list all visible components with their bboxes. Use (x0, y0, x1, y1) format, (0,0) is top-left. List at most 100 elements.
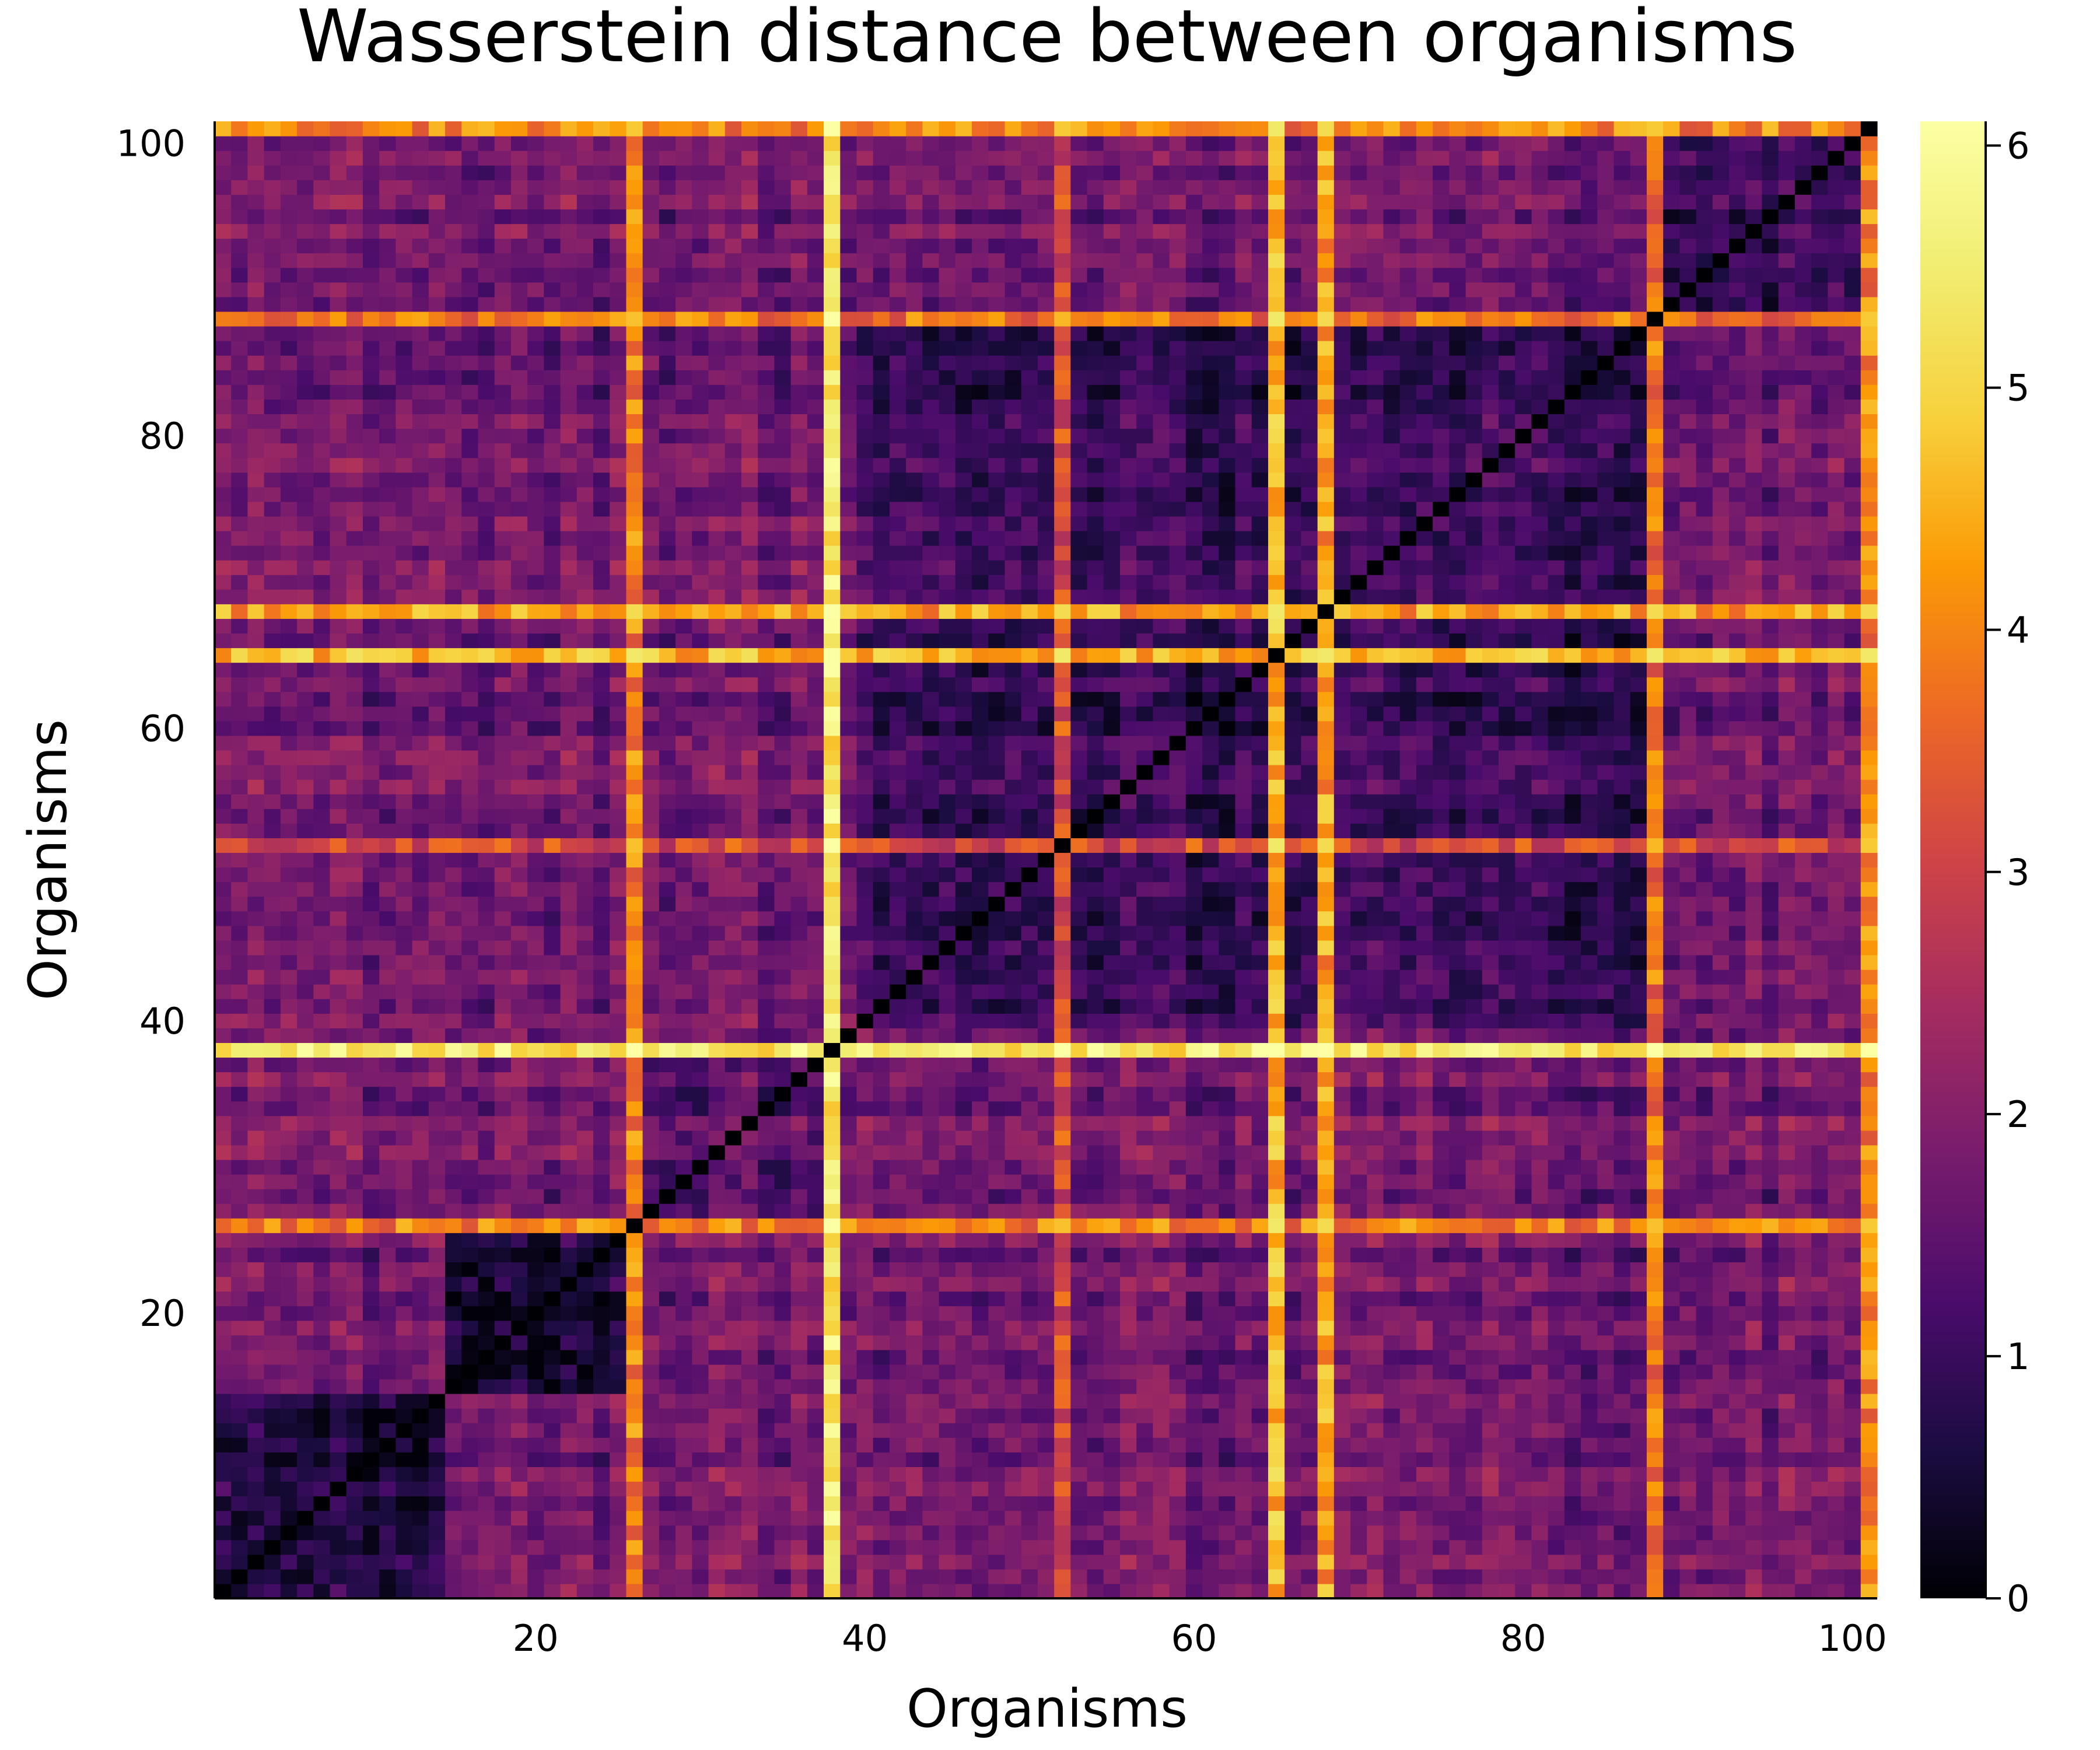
heatmap-cell (1284, 1378, 1301, 1394)
heatmap-cell (1037, 881, 1055, 897)
heatmap-cell (659, 867, 676, 883)
heatmap-cell (1646, 999, 1664, 1014)
heatmap-cell (544, 1189, 561, 1204)
heatmap-cell (1054, 925, 1071, 941)
heatmap-cell (1334, 1203, 1351, 1219)
heatmap-cell (1844, 1130, 1861, 1146)
heatmap-cell (1219, 1057, 1236, 1073)
heatmap-cell (972, 1262, 989, 1278)
heatmap-cell (824, 1496, 841, 1511)
heatmap-cell (1679, 1057, 1697, 1073)
heatmap-cell (1778, 999, 1796, 1014)
heatmap-cell (642, 1291, 660, 1307)
heatmap-cell (1498, 1496, 1516, 1511)
heatmap-cell (1054, 881, 1071, 897)
heatmap-cell (1433, 1394, 1450, 1409)
heatmap-cell (1614, 1394, 1631, 1409)
heatmap-cell (708, 1276, 726, 1292)
heatmap-cell (1531, 970, 1549, 985)
heatmap-cell (560, 1189, 578, 1204)
heatmap-cell (1070, 954, 1088, 970)
heatmap-cell (1169, 896, 1186, 912)
heatmap-cell (692, 1349, 709, 1365)
heatmap-cell (1169, 1408, 1186, 1423)
heatmap-cell (1119, 1203, 1137, 1219)
heatmap-cell (610, 1452, 627, 1467)
heatmap-cell (1021, 954, 1038, 970)
heatmap-cell (1087, 896, 1104, 912)
heatmap-cell (1284, 1525, 1301, 1541)
heatmap-cell (1251, 1335, 1269, 1350)
heatmap-cell (906, 1203, 923, 1219)
heatmap-cell (906, 1291, 923, 1307)
heatmap-cell (1515, 1276, 1532, 1292)
heatmap-cell (1663, 1408, 1680, 1423)
heatmap-cell (1696, 1452, 1713, 1467)
heatmap-cell (1745, 970, 1763, 985)
heatmap-cell (741, 867, 758, 883)
heatmap-cell (494, 925, 512, 941)
heatmap-cell (1712, 1028, 1730, 1043)
heatmap-cell (280, 970, 298, 985)
heatmap-cell (1070, 1335, 1088, 1350)
heatmap-cell (1762, 1378, 1779, 1394)
heatmap-cell (1860, 1291, 1878, 1307)
heatmap-cell (659, 1408, 676, 1423)
heatmap-cell (1070, 940, 1088, 956)
heatmap-cell (1745, 1174, 1763, 1189)
heatmap-cell (1317, 940, 1335, 956)
heatmap-cell (1630, 1101, 1647, 1116)
heatmap-cell (560, 1510, 578, 1526)
heatmap-cell (1548, 1569, 1565, 1584)
heatmap-cell (1860, 1320, 1878, 1336)
heatmap-cell (1696, 896, 1713, 912)
heatmap-cell (1367, 1569, 1384, 1584)
heatmap-cell (972, 1233, 989, 1248)
heatmap-cell (1844, 1189, 1861, 1204)
heatmap-cell (1712, 1481, 1730, 1497)
heatmap-cell (955, 1481, 972, 1497)
heatmap-cell (1778, 1349, 1796, 1365)
heatmap-cell (1597, 1349, 1615, 1365)
heatmap-cell (790, 1144, 808, 1160)
heatmap-cell (906, 1335, 923, 1350)
heatmap-cell (1630, 1262, 1647, 1278)
heatmap-cell (1433, 1130, 1450, 1146)
heatmap-cell (1005, 1189, 1022, 1204)
heatmap-cell (1531, 1174, 1549, 1189)
heatmap-cell (1119, 1452, 1137, 1467)
heatmap-cell (939, 1189, 956, 1204)
heatmap-cell (544, 1394, 561, 1409)
heatmap-cell (1515, 1042, 1532, 1058)
heatmap-cell (1284, 1042, 1301, 1058)
heatmap-cell (264, 1525, 281, 1541)
heatmap-cell (824, 1394, 841, 1409)
heatmap-cell (264, 1115, 281, 1131)
heatmap-cell (1548, 1510, 1565, 1526)
heatmap-cell (330, 1130, 347, 1146)
heatmap-cell (1383, 1291, 1401, 1307)
heatmap-cell (396, 1013, 413, 1028)
heatmap-cell (741, 1291, 758, 1307)
heatmap-cell (626, 1510, 643, 1526)
heatmap-cell (1202, 1262, 1219, 1278)
heatmap-cell (1235, 1174, 1252, 1189)
heatmap-cell (1646, 1101, 1664, 1116)
heatmap-cell (1614, 1437, 1631, 1452)
heatmap-cell (1548, 1378, 1565, 1394)
heatmap-cell (264, 970, 281, 985)
heatmap-cell (1284, 1189, 1301, 1204)
heatmap-cell (1630, 1466, 1647, 1482)
heatmap-cell (445, 1276, 462, 1292)
heatmap-cell (1712, 940, 1730, 956)
heatmap-cell (1416, 1101, 1433, 1116)
heatmap-cell (544, 1115, 561, 1131)
heatmap-cell (856, 1130, 874, 1146)
heatmap-cell (939, 1233, 956, 1248)
heatmap-cell (396, 1101, 413, 1116)
heatmap-cell (676, 925, 692, 941)
heatmap-cell (1696, 925, 1713, 941)
heatmap-cell (1334, 896, 1351, 912)
heatmap-cell (1449, 1291, 1466, 1307)
heatmap-cell (1367, 1144, 1384, 1160)
